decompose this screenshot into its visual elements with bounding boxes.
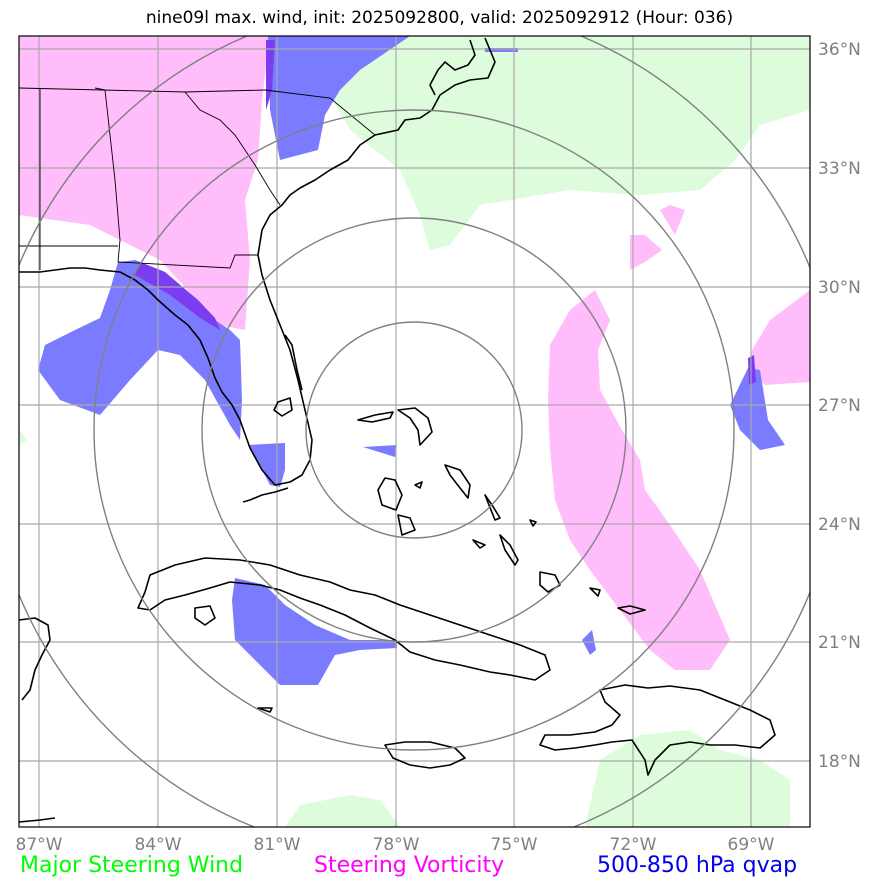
- longitude-labels: 87°W 84°W 81°W 78°W 75°W 72°W 69°W: [16, 835, 775, 855]
- border-nc-sc: [264, 89, 376, 136]
- vorticity-region-small-2: [660, 205, 685, 235]
- lat-label: 21°N: [818, 633, 861, 653]
- bahamas-exuma: [484, 494, 501, 521]
- legend-steering-wind: Major Steering Wind: [20, 853, 244, 878]
- overlap-region-gulf: [135, 262, 220, 330]
- border-al-ga: [104, 89, 121, 263]
- lat-label: 30°N: [818, 278, 861, 298]
- vorticity-region-small-1: [630, 235, 662, 270]
- cuba: [137, 557, 551, 681]
- overlap-layer: [135, 40, 756, 385]
- qvap-region-east: [730, 368, 785, 450]
- map-title: nine09l max. wind, init: 2025092800, val…: [145, 8, 734, 28]
- lat-label: 33°N: [818, 159, 861, 179]
- legend-qvap: 500-850 hPa qvap: [597, 853, 798, 878]
- lon-label: 84°W: [135, 835, 182, 855]
- lon-label: 75°W: [491, 835, 538, 855]
- legend-steering-vorticity: Steering Vorticity: [314, 853, 505, 878]
- isla-juventud: [194, 605, 216, 626]
- qvap-region-cuba: [232, 578, 397, 685]
- lat-label: 27°N: [818, 396, 861, 416]
- bahamas-abaco: [397, 407, 433, 446]
- steering-wind-region-west: [19, 430, 27, 445]
- overlap-region-east: [748, 355, 756, 385]
- steering-wind-region-southeast: [585, 730, 790, 827]
- lon-label: 72°W: [610, 835, 657, 855]
- yucatan: [19, 617, 51, 701]
- vorticity-region-atlantic-band: [548, 290, 730, 670]
- steering-vorticity-layer: [19, 36, 810, 670]
- bahamas-grand: [357, 411, 394, 423]
- range-ring-3: [93, 109, 735, 751]
- lat-label: 36°N: [818, 40, 861, 60]
- bahamas-small-2: [529, 519, 537, 527]
- steering-wind-region-south: [285, 795, 400, 827]
- range-rings: [19, 36, 810, 827]
- us-east-coast: [19, 37, 496, 486]
- lon-label: 78°W: [373, 835, 420, 855]
- bahamas-small-3: [414, 481, 423, 489]
- range-ring-1: [305, 321, 523, 539]
- bahamas-eleuthera: [444, 464, 471, 499]
- bahamas-andros: [377, 477, 403, 511]
- latitude-labels: 36°N 33°N 30°N 27°N 24°N 21°N 18°N: [818, 40, 861, 772]
- overlap-region-carolinas: [266, 40, 275, 110]
- qvap-region-bahamas: [363, 445, 397, 457]
- range-ring-2: [201, 217, 627, 643]
- bahamas-small-1: [472, 539, 486, 549]
- steering-wind-layer: [19, 36, 810, 827]
- border-ga-fl: [117, 254, 258, 269]
- us-carolina-sounds: [429, 39, 476, 96]
- turks-caicos: [589, 587, 646, 615]
- map-frame: [18, 35, 811, 828]
- border-sc-ga: [184, 91, 281, 206]
- cayman-islands: [257, 707, 273, 713]
- coastlines: [19, 37, 776, 823]
- bahamas-long: [499, 534, 519, 566]
- central-america: [19, 817, 56, 823]
- bahamas-inagua: [539, 571, 561, 593]
- lon-label: 81°W: [254, 835, 301, 855]
- border-tn: [94, 87, 106, 91]
- lon-label: 87°W: [16, 835, 63, 855]
- lon-label: 69°W: [728, 835, 775, 855]
- vorticity-region-east: [750, 290, 810, 385]
- lat-label: 24°N: [818, 515, 861, 535]
- vorticity-region-southeast-us: [19, 36, 270, 330]
- steering-wind-region-north: [330, 36, 810, 250]
- graticule: [19, 36, 810, 827]
- qvap-region-florida-tip: [248, 443, 285, 487]
- hispaniola: [539, 684, 776, 776]
- florida-east-lagoon: [284, 334, 303, 391]
- lat-label: 18°N: [818, 752, 861, 772]
- bahamas-south: [397, 514, 416, 536]
- florida-keys: [242, 487, 289, 503]
- jamaica: [384, 741, 466, 769]
- state-borders: [19, 87, 376, 270]
- lake-okeechobee: [273, 397, 293, 417]
